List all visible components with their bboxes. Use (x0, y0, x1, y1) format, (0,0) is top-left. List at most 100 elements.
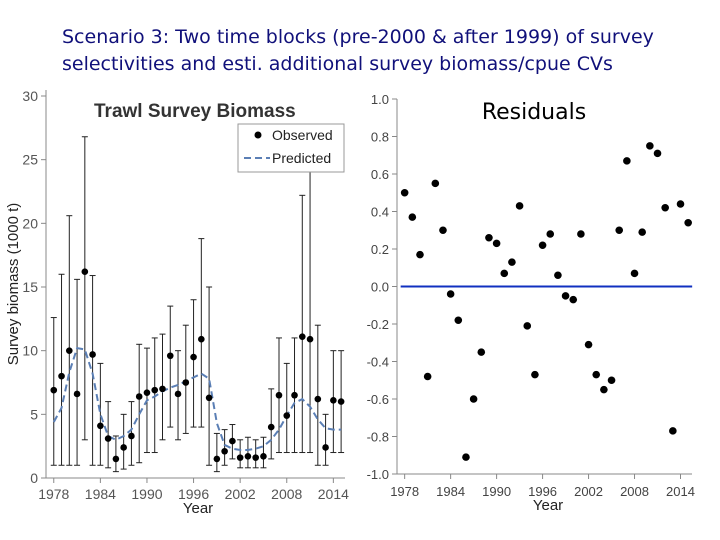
residuals-series-points (400, 142, 692, 461)
legend-predicted-label: Predicted (272, 150, 331, 166)
residual-point (439, 226, 447, 235)
observed-point (81, 268, 89, 276)
biomass-x-tick-label: 1996 (178, 486, 209, 502)
observed-point (174, 390, 182, 398)
biomass-error-bars (50, 136, 345, 473)
slide-title: Scenario 3: Two time blocks (pre-2000 & … (62, 24, 702, 78)
observed-point (151, 386, 159, 394)
residual-point (630, 269, 639, 278)
biomass-x-tick-label: 1984 (85, 486, 116, 502)
residual-point (623, 157, 631, 165)
residuals-chart: -1.0 -0.8 -0.6 -0.4 -0.2 0.0 0.2 0.4 0.6 0.8 1.0 19… (367, 92, 695, 514)
observed-point (159, 385, 166, 393)
biomass-x-tick-label: 1990 (131, 486, 162, 502)
legend-observed-label: Observed (272, 127, 333, 143)
residuals-x-tick-label: 1978 (390, 484, 419, 499)
residual-point (600, 385, 608, 394)
biomass-y-tick-label: 30 (22, 88, 38, 104)
residual-point (538, 241, 547, 250)
residual-point (561, 292, 570, 300)
residuals-y-tick-label: -0.2 (367, 317, 389, 332)
residuals-x-tick-label: 1996 (528, 484, 557, 499)
residuals-y-tick-label: -0.4 (367, 355, 389, 370)
observed-point (97, 422, 104, 430)
biomass-chart-title: Trawl Survey Biomass (94, 101, 296, 122)
biomass-x-axis-label: Year (183, 500, 213, 517)
observed-point (89, 351, 96, 358)
observed-point (120, 444, 127, 451)
residuals-x-axis-label: Year (533, 497, 563, 514)
observed-point (205, 394, 213, 402)
residuals-x-tick-label: 2002 (574, 484, 603, 499)
residual-point (469, 395, 478, 403)
residual-point (416, 250, 424, 259)
residuals-x-tick-label: 2014 (666, 484, 695, 499)
residuals-y-tick-label: 0.4 (371, 205, 389, 220)
residual-point (485, 233, 493, 242)
biomass-y-tick-label: 25 (22, 152, 38, 168)
observed-point (337, 398, 345, 405)
observed-point (275, 391, 283, 399)
residual-point (607, 376, 616, 385)
observed-point (135, 393, 143, 400)
predicted-series-line (52, 346, 342, 451)
residual-point (584, 340, 593, 349)
residual-point (531, 370, 539, 379)
observed-point (58, 372, 65, 380)
residuals-y-tick-label: 0.6 (371, 167, 389, 182)
observed-point (244, 453, 252, 460)
residual-point (462, 453, 470, 461)
biomass-y-tick-label: 15 (22, 279, 38, 295)
observed-point (322, 444, 329, 451)
observed-point (166, 352, 174, 360)
observed-point (128, 432, 135, 440)
residual-point (554, 271, 562, 280)
slide-title-line-1: Scenario 3: Two time blocks (pre-2000 & … (62, 26, 654, 48)
observed-series-points (50, 268, 345, 463)
residuals-ticks: -1.0 -0.8 -0.6 -0.4 -0.2 0.0 0.2 0.4 0.6 0.8 1.0 19… (367, 92, 695, 499)
observed-point (198, 335, 205, 343)
observed-point (213, 455, 221, 463)
residual-point (523, 322, 532, 330)
residual-point (454, 316, 463, 325)
residual-point (676, 200, 685, 208)
residual-point (569, 295, 578, 304)
biomass-y-tick-label: 20 (22, 215, 38, 231)
residuals-y-tick-label: 0.2 (371, 242, 389, 257)
observed-point (73, 390, 81, 398)
observed-point (65, 347, 73, 354)
observed-point (267, 423, 275, 431)
observed-point (112, 455, 120, 463)
observed-point (283, 412, 291, 419)
observed-point (143, 389, 151, 396)
residual-point (446, 290, 455, 298)
residual-point (638, 228, 646, 236)
residual-point (423, 372, 432, 381)
biomass-y-tick-label: 0 (30, 470, 38, 486)
biomass-ticks: 0 5 10 15 20 25 30 1978 1984 1990 1996 2002 2008 2014 (22, 88, 349, 502)
observed-point (190, 353, 197, 361)
observed-point (221, 447, 228, 455)
biomass-y-axis-label: Survey biomass (1000 t) (5, 203, 22, 366)
observed-point (298, 333, 306, 340)
residuals-y-tick-label: 0.8 (371, 130, 389, 145)
observed-point (236, 454, 244, 461)
residuals-x-tick-label: 2008 (620, 484, 649, 499)
legend-observed-marker (254, 131, 262, 139)
biomass-x-tick-label: 2008 (271, 486, 302, 502)
observed-point (252, 454, 259, 461)
observed-point (229, 437, 236, 445)
residual-point (477, 348, 486, 356)
residual-point (546, 230, 555, 238)
observed-point (104, 435, 112, 442)
residual-point (400, 188, 409, 197)
residual-point (615, 226, 624, 235)
residuals-y-tick-label: 1.0 (371, 92, 389, 107)
residuals-x-tick-label: 1984 (436, 484, 465, 499)
residuals-y-tick-label: 0.0 (371, 280, 389, 295)
slide-title-line-2: selectivities and esti. additional surve… (62, 53, 613, 75)
residual-point (500, 269, 509, 278)
observed-point (314, 395, 322, 403)
residuals-y-tick-label: -0.8 (367, 430, 389, 445)
